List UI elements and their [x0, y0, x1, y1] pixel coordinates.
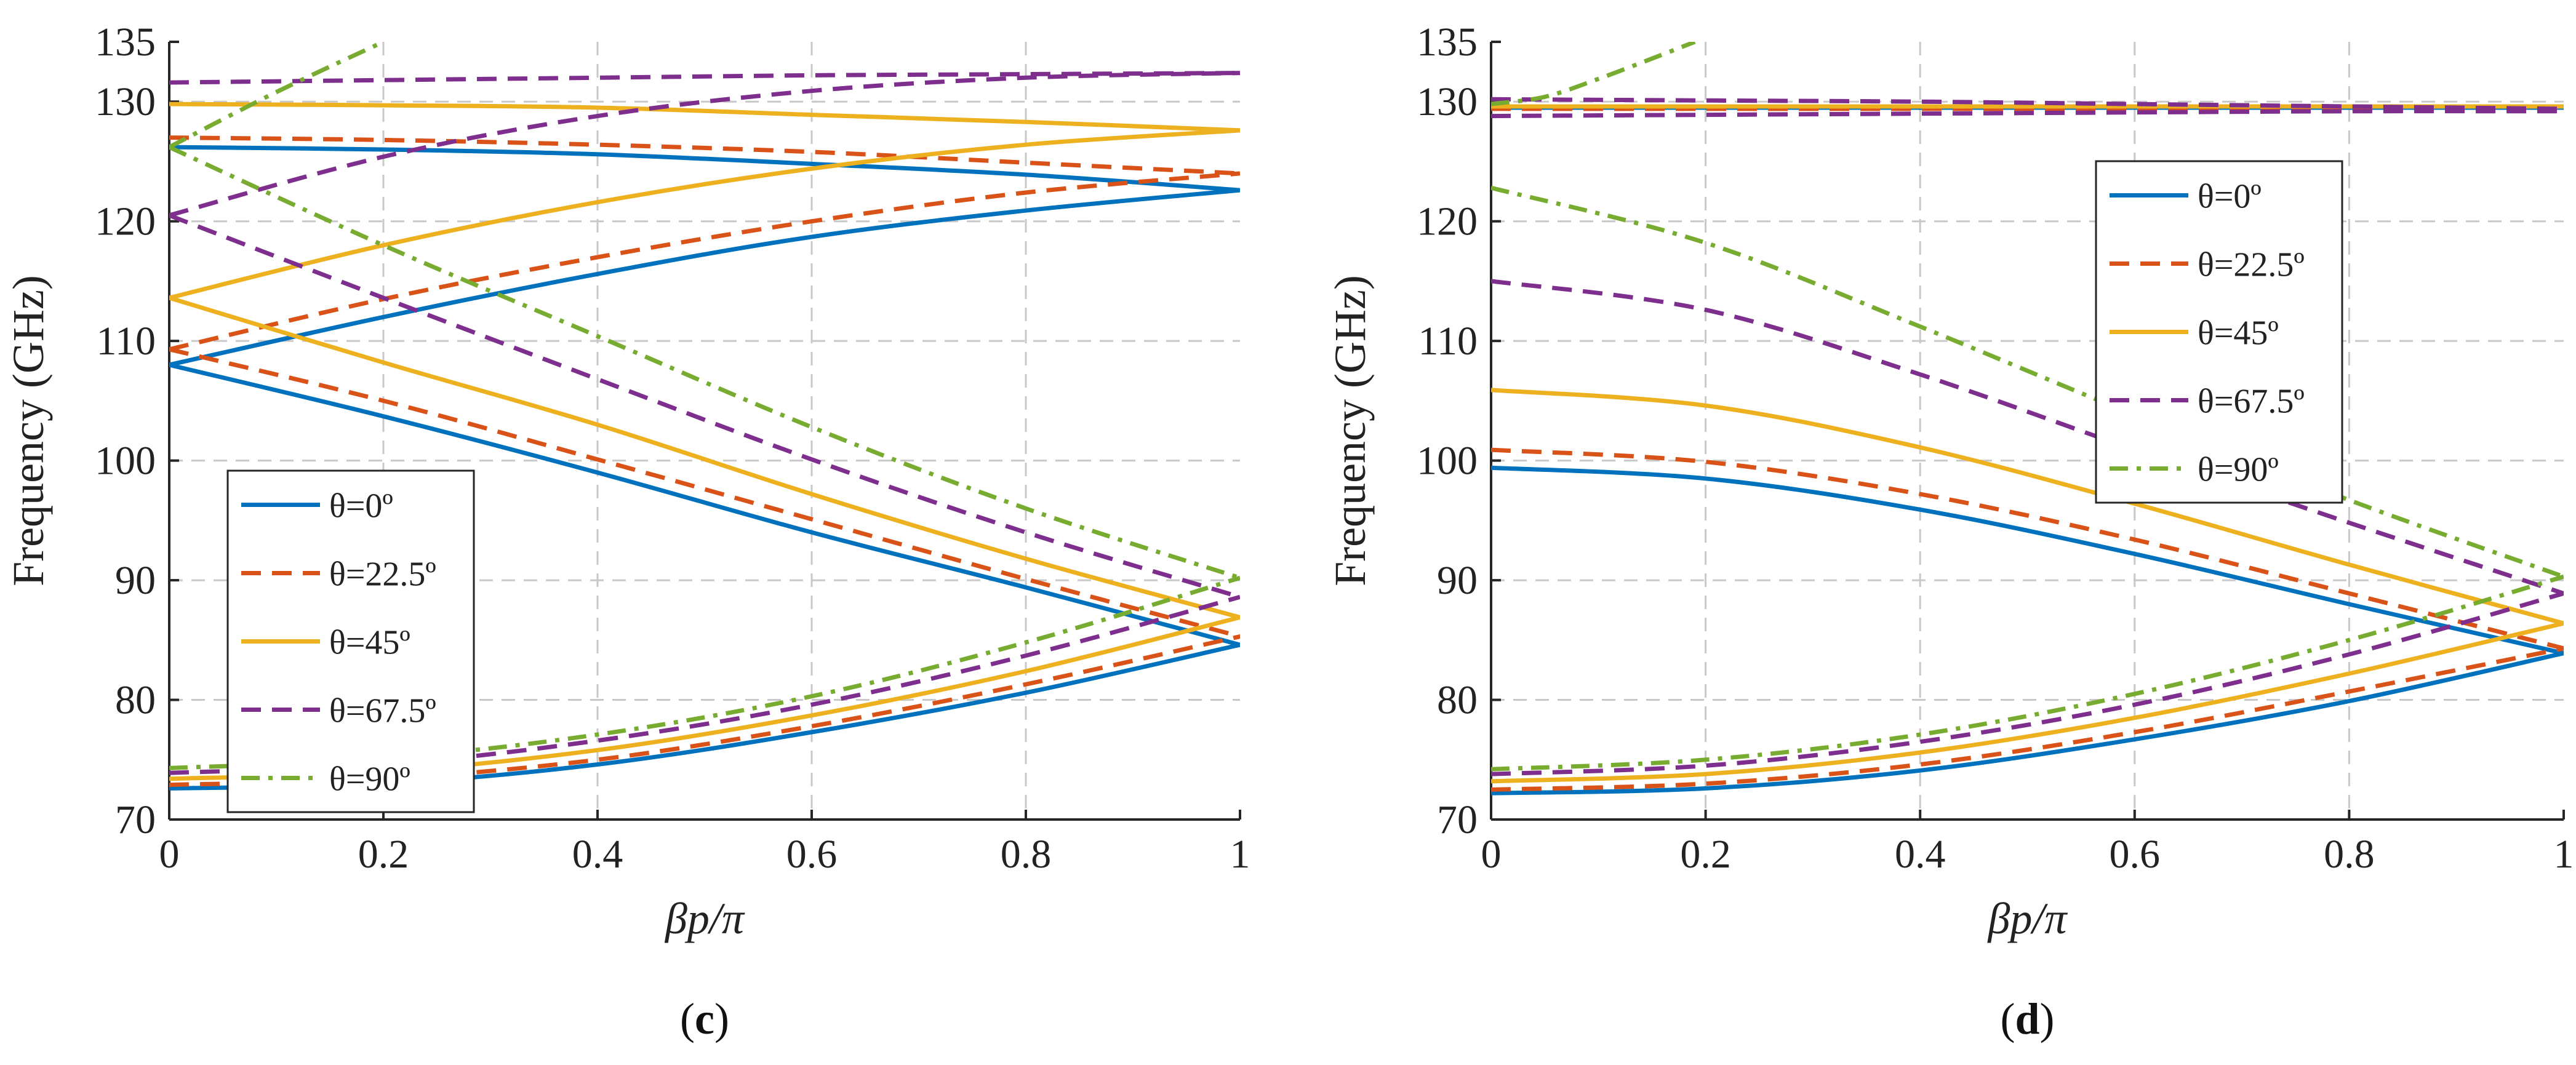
panel-label: (c): [680, 994, 729, 1043]
panel-c: 0 0.2 0.4 0.6 0.8 1 70 80 90 100 110 120 130 135 Frequ…: [4, 20, 1250, 1043]
legend-label-2: θ=45º: [329, 624, 410, 662]
y-tick-label: 135: [1417, 20, 1478, 65]
series-line-1: [169, 135, 1240, 176]
y-tick-label: 80: [115, 678, 156, 723]
legend-label-0: θ=0º: [329, 487, 393, 525]
series-line-4: [1491, 185, 2564, 579]
series-line-3: [169, 71, 1240, 218]
legend-label-3: θ=67.5º: [329, 692, 436, 730]
series-line-1: [169, 347, 1240, 639]
x-tick-label: 0.2: [358, 832, 409, 877]
y-tick-label: 110: [96, 319, 156, 364]
series-line-3: [169, 594, 1240, 775]
x-tick-label: 0.4: [572, 832, 623, 877]
series-line-4: [169, 575, 1240, 770]
y-tick-label: 120: [95, 199, 156, 244]
series-line-4: [169, 145, 1240, 580]
series-line-1: [169, 171, 1240, 352]
legend-label-3: θ=67.5º: [2198, 383, 2305, 421]
series-line-2: [1491, 388, 2564, 626]
x-tick-label: 0.4: [1895, 832, 1946, 877]
legend-label-1: θ=22.5º: [329, 556, 436, 594]
series-line-2: [1491, 621, 2564, 784]
x-tick-label: 1: [1230, 832, 1250, 877]
y-tick-label: 135: [95, 20, 156, 65]
y-tick-label: 110: [1418, 319, 1478, 364]
series-line-0: [1491, 465, 2564, 656]
series-line-3: [169, 213, 1240, 599]
panel-label: (d): [2000, 994, 2054, 1043]
x-tick-label: 0.8: [1001, 832, 1052, 877]
y-tick-label: 130: [95, 79, 156, 124]
series-line-3: [1491, 279, 2564, 596]
series-line-4: [1491, 574, 2564, 772]
series-line-3: [1491, 97, 2564, 111]
legend-label-4: θ=90º: [2198, 451, 2279, 489]
chart-d: 0 0.2 0.4 0.6 0.8 1 70 80 90 100 110 120 130 135 Frequ…: [1326, 20, 2574, 1043]
y-tick-label: 120: [1417, 199, 1478, 244]
y-tick-label: 70: [1437, 797, 1478, 842]
x-tick-label: 0.6: [786, 832, 838, 877]
x-tick-label: 0.6: [2110, 832, 2161, 877]
series-line-2: [169, 295, 1240, 620]
legend-label-0: θ=0º: [2198, 178, 2262, 216]
legend-label-4: θ=90º: [329, 760, 410, 799]
series-line-1: [169, 634, 1240, 788]
series-line-3: [1491, 109, 2564, 119]
y-tick-label: 100: [1417, 439, 1478, 484]
series-line-1: [1491, 646, 2564, 792]
y-tick-label: 80: [1437, 678, 1478, 723]
x-tick-label: 0: [159, 832, 180, 877]
x-tick-label: 0.2: [1680, 832, 1731, 877]
y-tick-label: 100: [95, 439, 156, 484]
x-axis-title: βp/π: [664, 894, 745, 943]
series-line-4: [1491, 42, 1696, 106]
series-line-2: [169, 128, 1240, 300]
panel-d: 0 0.2 0.4 0.6 0.8 1 70 80 90 100 110 120 130 135 Frequ…: [1288, 0, 2576, 1065]
legend-label-2: θ=45º: [2198, 314, 2279, 353]
x-axis-title: βp/π: [1987, 894, 2068, 943]
series-line-0: [169, 188, 1240, 367]
series-line-2: [169, 102, 1240, 133]
series-line-3: [1491, 591, 2564, 776]
series-line-0: [169, 362, 1240, 647]
x-tick-label: 0: [1481, 832, 1502, 877]
y-tick-label: 90: [115, 558, 156, 603]
series-line-3: [169, 71, 1240, 85]
plot-area: [1491, 42, 2564, 796]
y-tick-label: 90: [1437, 558, 1478, 603]
y-axis-title: Frequency (GHz): [1326, 275, 1375, 586]
series-line-0: [1491, 651, 2564, 796]
plot-area: [169, 42, 1240, 791]
y-axis-title: Frequency (GHz): [4, 275, 53, 586]
x-tick-label: 0.8: [2324, 832, 2375, 877]
series-line-0: [169, 145, 1240, 193]
series-line-4: [169, 42, 385, 150]
series-line-1: [1491, 447, 2564, 651]
x-tick-label: 1: [2554, 832, 2574, 877]
y-tick-label: 130: [1417, 79, 1478, 124]
legend-label-1: θ=22.5º: [2198, 246, 2305, 284]
y-tick-label: 70: [115, 797, 156, 842]
chart-c: 0 0.2 0.4 0.6 0.8 1 70 80 90 100 110 120 130 135 Frequ…: [4, 20, 1250, 1043]
